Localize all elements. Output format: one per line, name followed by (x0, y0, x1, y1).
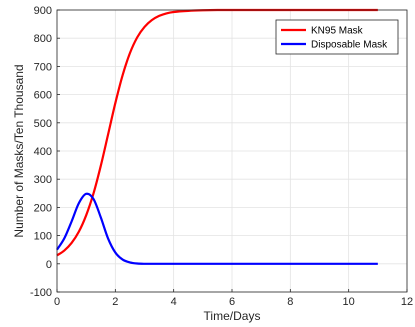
x-tick-label: 2 (112, 296, 118, 308)
y-tick-label: 300 (34, 174, 52, 186)
x-tick-label: 12 (401, 296, 413, 308)
x-tick-label: 10 (343, 296, 355, 308)
y-tick-label: 800 (34, 33, 52, 45)
series-line-1 (56, 192, 378, 265)
x-tick-label: 0 (54, 296, 60, 308)
y-tick-label: 200 (34, 202, 52, 214)
legend-label: KN95 Mask (311, 26, 364, 37)
x-tick-label: 6 (229, 296, 235, 308)
y-tick-label: 0 (46, 259, 52, 271)
x-tick-label: 4 (171, 296, 177, 308)
y-tick-label: 700 (34, 61, 52, 73)
legend-label: Disposable Mask (311, 40, 388, 51)
y-tick-label: 900 (34, 5, 52, 17)
y-tick-label: 100 (34, 231, 52, 243)
y-tick-label: 400 (34, 146, 52, 158)
y-axis-label: Number of Masks/Ten Thousand (12, 64, 26, 237)
axis-ticks: 0 2 4 6 8 10 12-100010020030040050060070080090… (30, 5, 413, 308)
x-axis-label: Time/Days (204, 309, 261, 323)
legend: KN95 Mask Disposable Mask (275, 19, 399, 55)
y-tick-label: -100 (30, 287, 52, 299)
x-tick-label: 8 (287, 296, 293, 308)
y-tick-label: 500 (34, 118, 52, 130)
legend-box (275, 19, 399, 55)
y-tick-label: 600 (34, 90, 52, 102)
